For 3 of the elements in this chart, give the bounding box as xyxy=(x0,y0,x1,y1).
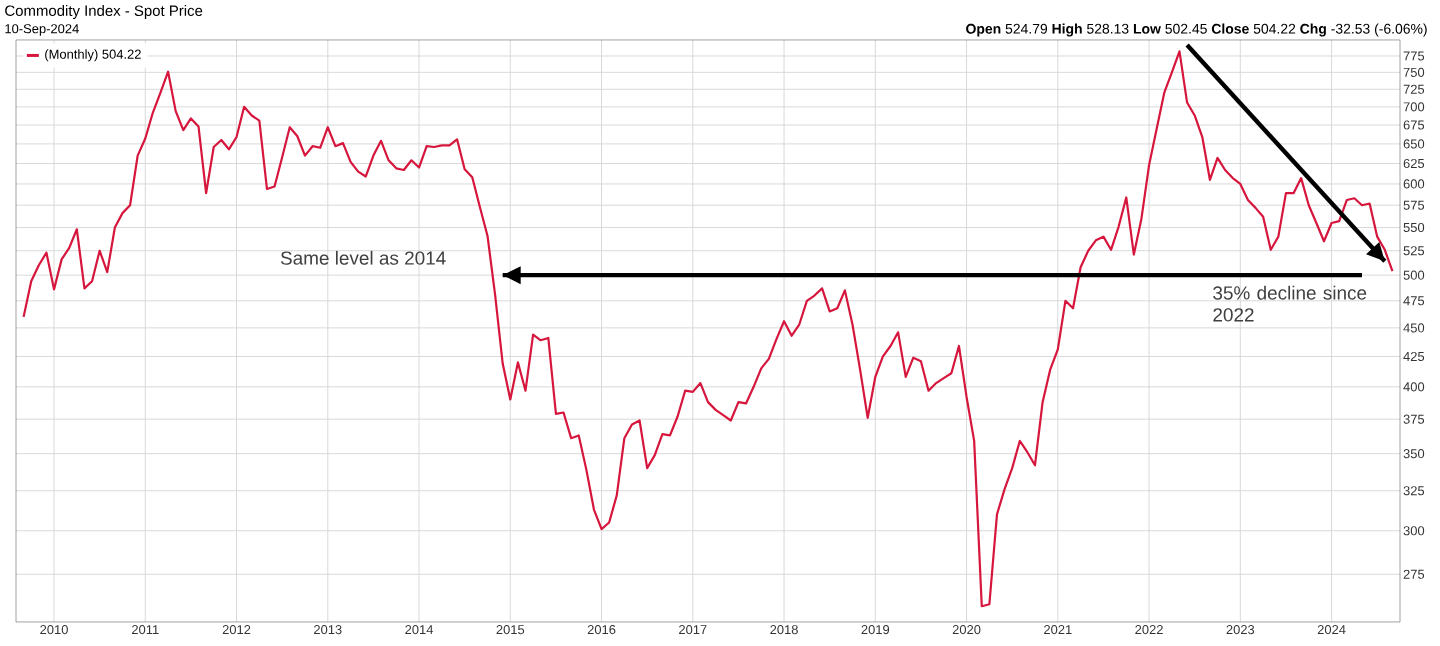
annotation: Same level as 2014 xyxy=(280,250,446,265)
annotation: 35% decline since 2022 xyxy=(1213,285,1367,322)
line-series xyxy=(22,50,1394,608)
